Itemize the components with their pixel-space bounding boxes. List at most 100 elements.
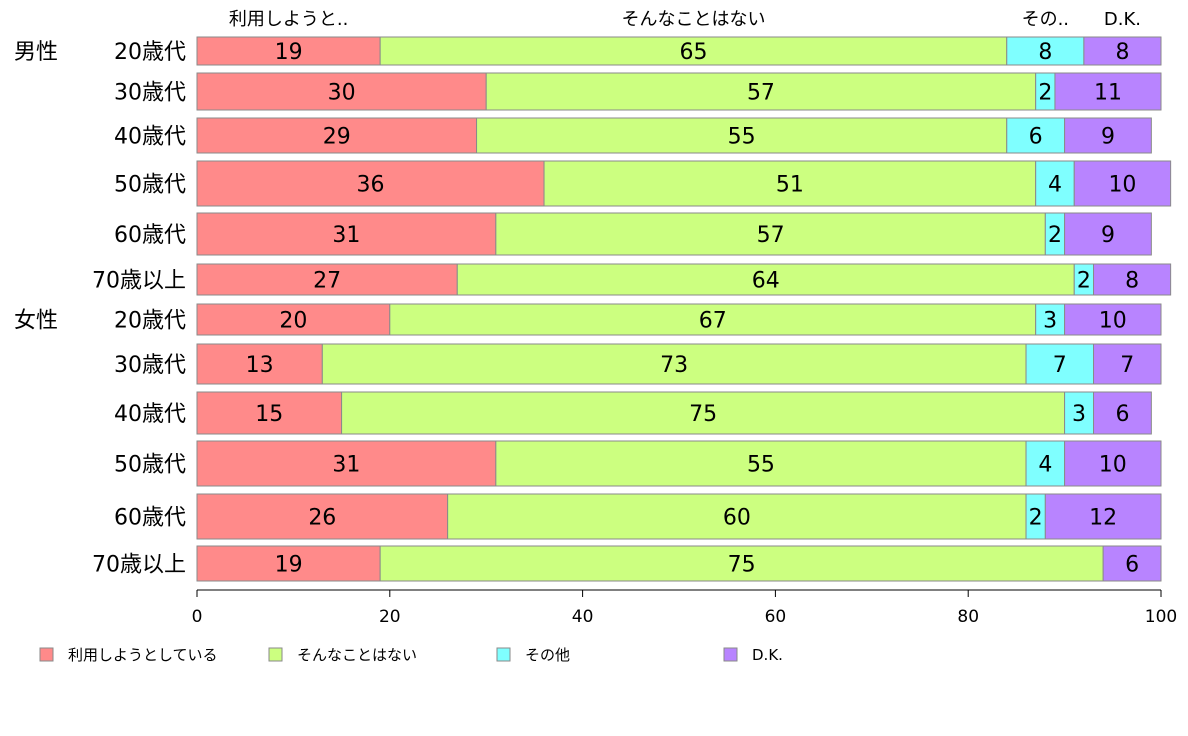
legend-swatch	[723, 647, 738, 662]
bar-segment-4-series-1	[196, 160, 545, 207]
bar-value-label: 10	[1108, 173, 1136, 198]
bar-segment-12-series-1	[196, 545, 381, 582]
legend-swatch	[496, 647, 511, 662]
bar-value-label: 2	[1038, 81, 1052, 106]
bar-value-label: 19	[275, 553, 303, 578]
bar-value-label: 2	[1077, 269, 1091, 294]
bar-segment-11-series-4	[1044, 493, 1162, 540]
bar-segment-11-series-1	[196, 493, 449, 540]
category-label: 50歳代	[114, 173, 186, 198]
bar-segment-8-series-1	[196, 343, 323, 385]
bar-value-label: 7	[1053, 353, 1067, 378]
bar-value-label: 27	[313, 269, 341, 294]
bar-value-label: 64	[752, 269, 780, 294]
x-tick-label: 80	[957, 607, 979, 627]
bar-segment-5-series-2	[495, 212, 1046, 256]
column-header-label: その..	[1022, 9, 1069, 30]
bar-segment-1-series-2	[379, 36, 1008, 66]
bar-value-label: 19	[275, 40, 303, 65]
bar-segment-12-series-4	[1102, 545, 1162, 582]
category-label: 30歳代	[114, 81, 186, 106]
bar-segment-9-series-2	[341, 391, 1066, 435]
category-label: 60歳代	[114, 506, 186, 531]
bar-segment-3-series-1	[196, 117, 478, 154]
bar-value-label: 9	[1101, 125, 1115, 150]
bar-value-label: 8	[1125, 269, 1139, 294]
bar-value-label: 51	[776, 173, 804, 198]
bar-segment-8-series-3	[1025, 343, 1095, 385]
bar-value-label: 8	[1115, 40, 1129, 65]
bar-value-label: 9	[1101, 223, 1115, 248]
category-label: 20歳代	[114, 309, 186, 334]
bar-segment-2-series-1	[196, 72, 487, 111]
category-label: 40歳代	[114, 402, 186, 427]
bar-value-label: 55	[728, 125, 756, 150]
bar-value-label: 3	[1043, 309, 1057, 334]
x-tick-label: 40	[572, 607, 594, 627]
legend-label: D.K.	[752, 646, 783, 664]
x-tick-label: 0	[192, 607, 203, 627]
bar-value-label: 4	[1038, 453, 1052, 478]
bar-value-label: 10	[1099, 309, 1127, 334]
bar-value-label: 31	[332, 223, 360, 248]
category-label: 60歳代	[114, 223, 186, 248]
legend-label: そんなことはない	[297, 646, 417, 664]
bar-segment-9-series-4	[1093, 391, 1152, 435]
bar-segment-2-series-4	[1054, 72, 1162, 111]
x-tick-label: 100	[1145, 607, 1177, 627]
bar-value-label: 57	[747, 81, 775, 106]
legend: 利用しようとしている そんなことはない その他 D.K.	[39, 646, 783, 664]
bar-value-label: 31	[332, 453, 360, 478]
legend-swatch	[39, 647, 54, 662]
bar-segment-11-series-2	[447, 493, 1027, 540]
bar-value-label: 13	[246, 353, 274, 378]
bar-value-label: 10	[1099, 453, 1127, 478]
bar-value-label: 29	[323, 125, 351, 150]
bar-segment-10-series-2	[495, 440, 1027, 487]
legend-label: 利用しようとしている	[68, 646, 218, 664]
bar-value-label: 3	[1072, 402, 1086, 427]
category-label: 40歳代	[114, 125, 186, 150]
bar-value-label: 55	[747, 453, 775, 478]
bar-value-label: 12	[1089, 506, 1117, 531]
category-label: 30歳代	[114, 353, 186, 378]
bar-value-label: 57	[757, 223, 785, 248]
bar-value-label: 65	[679, 40, 707, 65]
bar-value-label: 7	[1120, 353, 1134, 378]
bar-value-label: 6	[1125, 553, 1139, 578]
bar-value-label: 6	[1115, 402, 1129, 427]
bar-segment-8-series-2	[321, 343, 1027, 385]
bar-value-label: 75	[689, 402, 717, 427]
bar-value-label: 4	[1048, 173, 1062, 198]
legend-label: その他	[525, 646, 570, 664]
bar-value-label: 6	[1029, 125, 1043, 150]
bar-segment-4-series-2	[543, 160, 1037, 207]
bar-value-label: 60	[723, 506, 751, 531]
bar-segment-2-series-2	[485, 72, 1037, 111]
bar-value-label: 73	[660, 353, 688, 378]
bar-segment-3-series-2	[476, 117, 1008, 154]
bar-value-label: 75	[728, 553, 756, 578]
bar-value-label: 15	[255, 402, 283, 427]
category-label: 20歳代	[114, 40, 186, 65]
bar-segment-4-series-3	[1035, 160, 1075, 207]
category-label: 70歳以上	[92, 269, 186, 294]
column-header-label: D.K.	[1104, 9, 1141, 30]
bar-segment-10-series-3	[1025, 440, 1066, 487]
bar-segment-7-series-1	[196, 303, 391, 336]
column-header-label: 利用しようと..	[229, 9, 348, 30]
bar-segment-9-series-1	[196, 391, 343, 435]
x-tick-label: 60	[765, 607, 787, 627]
bar-segment-5-series-1	[196, 212, 497, 256]
bar-segment-3-series-3	[1006, 117, 1066, 154]
bar-segment-10-series-4	[1064, 440, 1162, 487]
bar-value-label: 67	[699, 309, 727, 334]
bar-segment-3-series-4	[1064, 117, 1152, 154]
bar-segment-1-series-3	[1006, 36, 1085, 66]
bar-value-label: 30	[328, 81, 356, 106]
bar-segment-5-series-4	[1064, 212, 1152, 256]
bar-value-label: 26	[308, 506, 336, 531]
bar-segment-1-series-1	[196, 36, 381, 66]
